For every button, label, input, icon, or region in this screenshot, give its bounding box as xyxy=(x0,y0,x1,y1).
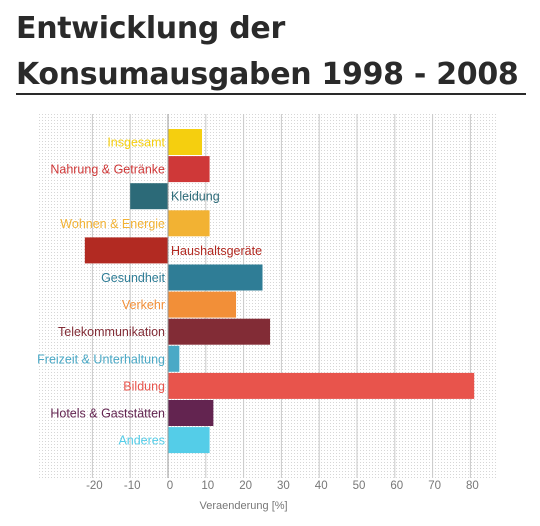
bar xyxy=(168,291,237,318)
bar xyxy=(168,427,210,454)
chart-title-line-1: Entwicklung der xyxy=(16,11,285,46)
bar xyxy=(168,129,203,155)
x-tick-label: 20 xyxy=(239,480,252,492)
bar xyxy=(130,183,168,210)
x-axis-label: Veraenderung [%] xyxy=(200,500,288,512)
category-label: Telekommunikation xyxy=(58,325,165,339)
x-tick-label: 50 xyxy=(353,480,366,492)
bar xyxy=(168,345,180,372)
category-label: Anderes xyxy=(118,434,165,448)
bar xyxy=(168,400,214,426)
category-label: Insgesamt xyxy=(107,136,165,150)
bar xyxy=(168,210,210,237)
category-label: Verkehr xyxy=(122,298,165,312)
chart-title-line-2: Konsumausgaben 1998 - 2008 xyxy=(16,57,519,92)
x-tick-label: 0 xyxy=(167,480,173,492)
x-tick-label: 60 xyxy=(390,480,403,492)
x-tick-label: -10 xyxy=(124,480,141,492)
x-tick-label: -20 xyxy=(86,480,103,492)
x-tick-label: 40 xyxy=(315,480,328,492)
x-tick-label: 80 xyxy=(466,480,479,492)
plot-background xyxy=(38,114,497,478)
category-label: Bildung xyxy=(123,379,165,393)
category-label: Freizeit & Unterhaltung xyxy=(37,352,165,366)
category-label: Kleidung xyxy=(171,190,220,204)
bar xyxy=(84,237,168,264)
bar xyxy=(168,156,210,183)
category-label: Haushaltsgeräte xyxy=(171,244,262,258)
x-tick-label: 70 xyxy=(428,480,441,492)
bar xyxy=(168,372,475,399)
x-tick-label: 30 xyxy=(277,480,290,492)
chart-title: Entwicklung der Konsumausgaben 1998 - 20… xyxy=(16,6,528,98)
category-label: Wohnen & Energie xyxy=(60,217,165,231)
bar xyxy=(168,318,271,345)
category-label: Gesundheit xyxy=(101,271,165,285)
x-tick-label: 10 xyxy=(201,480,214,492)
title-underline xyxy=(16,93,526,95)
category-label: Hotels & Gaststätten xyxy=(50,407,165,421)
bar xyxy=(168,264,263,291)
category-label: Nahrung & Getränke xyxy=(50,163,165,177)
